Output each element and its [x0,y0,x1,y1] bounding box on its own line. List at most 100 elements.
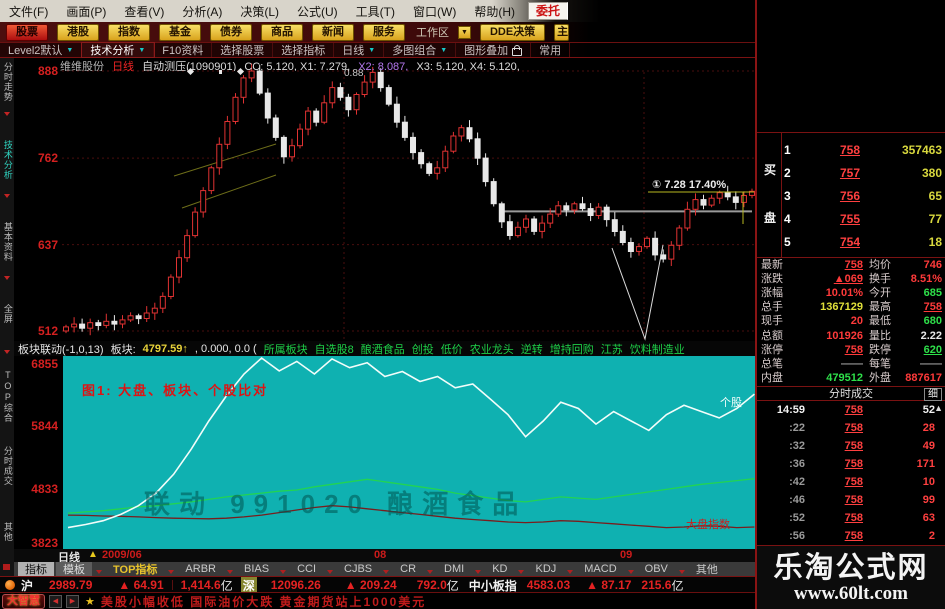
market-button-stocks[interactable]: 股票 [6,23,48,41]
market-button-funds[interactable]: 基金 [159,23,201,41]
menu-item-page[interactable]: 画面(P) [66,4,107,19]
scroll-up-icon[interactable]: ▲ [934,403,943,413]
tab-kdj[interactable]: KDJ [535,563,557,575]
tab-template[interactable]: 模板 [56,562,92,576]
sector-link[interactable]: 增持回购 [549,343,594,356]
candlestick-chart-panel[interactable]: ① 7.28 17.40% 0.88 维维股份 日线 自动测压(1090901) … [14,58,755,341]
indicator-tab-bar: 指标 模板 TOP指标 ARBR BIAS CCI CJBS CR DMI KD… [14,562,755,576]
tab-dmi[interactable]: DMI [444,563,465,575]
app-logo[interactable]: 大智慧 [2,594,45,609]
nav-item-multi-chart[interactable]: 多图组合 ▼ [384,43,457,57]
sector-link[interactable]: 酿酒食品 [360,343,405,356]
market-button-hk[interactable]: 港股 [57,23,99,41]
market-button-commodities[interactable]: 商品 [261,23,303,41]
tab-other[interactable]: 其他 [695,564,718,576]
tab-kd[interactable]: KD [492,563,508,575]
quote-label: 均价 [869,258,891,271]
nav-item-overlay[interactable]: 图形叠加 [456,43,532,57]
book-row[interactable]: 5 754 18 [784,230,942,253]
tab-cci[interactable]: CCI [297,563,317,575]
period-badge[interactable]: 日线 [58,552,80,564]
indicator-axis-label: 4833 [31,482,58,496]
buy-side-label: 买 [764,163,777,177]
sidebar-item-intraday[interactable]: 分时走势 [2,62,13,102]
sector-link[interactable]: 创投 [411,343,434,356]
nav-item-select-indicator[interactable]: 选择指标 [273,43,335,57]
sidebar-item-tick-trades[interactable]: 分时成交 [2,446,13,486]
book-row[interactable]: 4 755 77 [784,207,942,230]
menu-item-formula[interactable]: 公式(U) [297,4,338,19]
sector-link[interactable]: 自选股8 [314,343,354,356]
quote-label: 外盘 [869,372,891,385]
dde-decision-button[interactable]: DDE决策 [479,23,546,41]
tab-indicator[interactable]: 指标 [18,562,54,576]
star-icon[interactable]: ★ [85,596,95,608]
nav-item-common[interactable]: 常用 [531,43,571,57]
sz-amount-value: 792.0 [416,578,447,592]
sector-comparison-chart[interactable] [14,356,755,549]
sector-link[interactable]: 所属板块 [263,343,308,356]
sidebar-item-top-composite[interactable]: TOP综合 [2,370,13,423]
quote-label: 跌停 [869,343,891,356]
prev-icon[interactable]: ◀ [49,595,62,608]
sidebar-bottom-icon[interactable] [3,564,10,570]
nav-item-period-daily[interactable]: 日线 ▼ [334,43,385,57]
menu-item-tools[interactable]: 工具(T) [355,4,395,19]
sector-link[interactable]: 饮料制造业 [629,343,685,356]
refresh-icon[interactable] [5,580,15,590]
tab-obv[interactable]: OBV [644,563,668,575]
menu-item-analysis[interactable]: 分析(A) [182,4,223,19]
sidebar-separator-icon [4,276,10,280]
market-button-news[interactable]: 新闻 [312,23,354,41]
menu-item-view[interactable]: 查看(V) [124,4,165,19]
sector-link[interactable]: 农业龙头 [469,343,514,356]
zxb-market-label[interactable]: 中小板指 [468,578,517,593]
tab-arbr[interactable]: ARBR [185,563,216,575]
tab-macd[interactable]: MACD [584,563,617,575]
sz-market-label[interactable]: 深 [240,577,257,593]
market-button-index[interactable]: 指数 [108,23,150,41]
book-row[interactable]: 3 756 65 [784,184,942,207]
sector-comparison-panel[interactable]: 6855 5844 4833 3823 图1: 大盘、板块、个股比对 联动 99… [14,356,755,550]
tab-bias[interactable]: BIAS [243,563,270,575]
sidebar-item-technical[interactable]: 技术分析 [2,140,13,180]
nav-item-technical-analysis[interactable]: 技术分析 ▼ [81,42,156,58]
menu-item-help[interactable]: 帮助(H) [474,4,515,19]
candlestick-chart[interactable]: ① 7.28 17.40% 0.88 [14,58,755,341]
broker-trade-button[interactable]: 委托 [528,2,569,20]
book-price[interactable]: 755 [839,211,860,226]
book-price[interactable]: 756 [839,188,860,203]
sidebar-item-fundamentals[interactable]: 基本资料 [2,222,13,262]
sector-link[interactable]: 逆转 [520,343,543,356]
sh-market-label[interactable]: 沪 [21,578,34,593]
site-watermark: 乐淘公式网 www.60lt.com [757,545,945,609]
workspace-dropdown-icon[interactable]: ▼ [458,25,471,39]
menu-item-file[interactable]: 文件(F) [9,4,49,19]
sector-link[interactable]: 低价 [440,343,463,356]
book-price[interactable]: 758 [839,142,860,157]
clipped-button[interactable]: 主 [554,23,570,41]
book-price[interactable]: 757 [839,165,860,180]
market-button-bonds[interactable]: 债券 [210,23,252,41]
tab-cjbs[interactable]: CJBS [344,563,373,575]
quote-label: 涨停 [761,343,783,356]
market-button-services[interactable]: 服务 [363,23,405,41]
book-price[interactable]: 754 [839,234,860,249]
workspace-label[interactable]: 工作区 [416,27,449,39]
next-icon[interactable]: ▶ [66,595,79,608]
quote-value: 685 [923,286,942,299]
nav-item-select-stock[interactable]: 选择股票 [212,43,274,57]
nav-item-f10[interactable]: F10资料 [154,43,213,57]
tab-cr[interactable]: CR [400,563,417,575]
sidebar-item-fullscreen[interactable]: 全屏 [2,304,13,324]
nav-item-level2[interactable]: Level2默认 ▼ [0,43,83,57]
menu-item-decision[interactable]: 决策(L) [240,4,279,19]
detail-button[interactable]: 细 [924,388,942,401]
sidebar-item-other[interactable]: 其他 [2,522,13,542]
book-row[interactable]: 2 757 380 [784,161,942,184]
quote-value: 2.22 [920,329,942,342]
menu-item-window[interactable]: 窗口(W) [413,4,457,19]
tab-top-indicator[interactable]: TOP指标 [113,564,158,576]
book-row[interactable]: 1 758 357463 [784,138,942,161]
sector-link[interactable]: 江苏 [600,343,623,356]
